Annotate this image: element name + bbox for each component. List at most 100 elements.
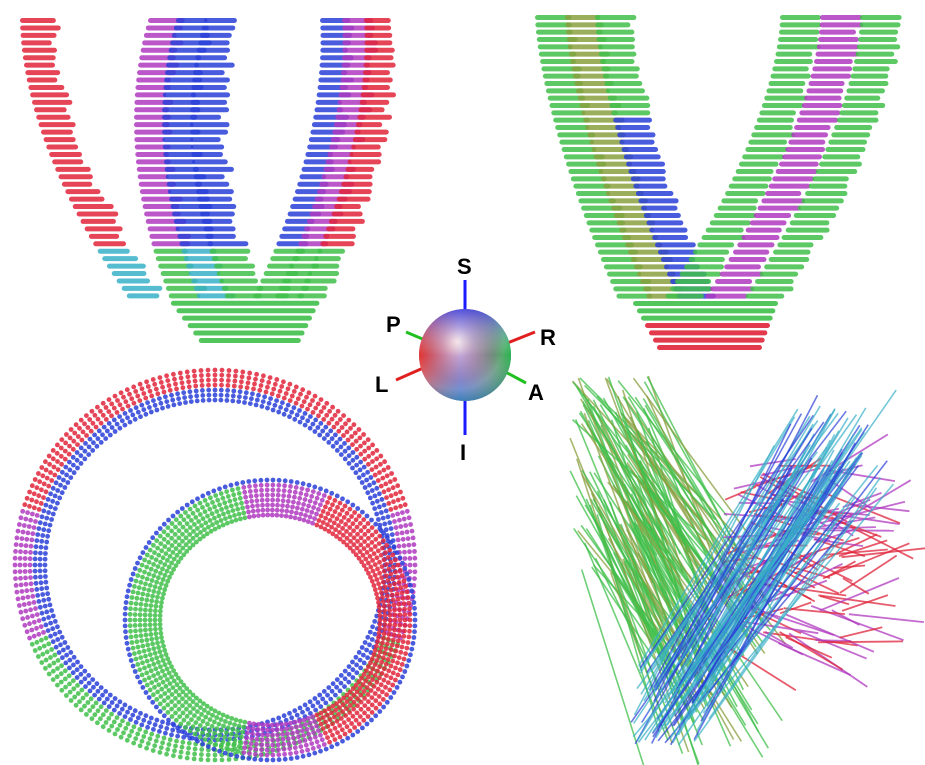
ring-glyph: [352, 430, 358, 436]
ring-glyph: [239, 379, 244, 385]
ring-glyph: [29, 497, 35, 503]
ring-glyph: [306, 390, 312, 396]
ellipsoid-glyph: [170, 300, 320, 306]
ring-glyph: [190, 699, 196, 705]
ring-glyph: [224, 505, 229, 510]
ring-glyph: [307, 498, 313, 504]
ring-glyph: [31, 633, 37, 639]
ellipsoid-glyph: [205, 233, 236, 239]
ring-glyph: [403, 523, 409, 528]
ring-glyph: [323, 700, 329, 706]
ring-glyph: [132, 669, 138, 674]
ring-glyph: [177, 714, 183, 719]
ring-glyph: [55, 637, 61, 642]
ring-glyph: [34, 639, 40, 645]
ring-glyph: [371, 480, 377, 486]
ring-glyph: [118, 734, 124, 740]
ring-glyph: [395, 483, 401, 489]
ring-glyph: [322, 708, 328, 714]
ring-glyph: [347, 710, 353, 715]
ellipsoid-glyph: [162, 114, 198, 120]
ring-glyph: [231, 388, 237, 394]
ring-glyph: [146, 587, 152, 593]
ring-glyph: [44, 515, 50, 521]
ring-glyph: [225, 378, 231, 383]
ring-glyph: [394, 531, 400, 537]
ring-glyph: [244, 385, 250, 391]
ring-glyph: [150, 377, 156, 382]
ring-glyph: [229, 716, 235, 721]
ellipsoid-glyph: [775, 169, 818, 174]
ring-glyph: [186, 384, 192, 390]
ring-glyph: [52, 619, 58, 624]
ring-glyph: [289, 725, 294, 731]
ring-glyph: [186, 514, 191, 519]
ring-glyph: [197, 512, 203, 517]
ring-glyph: [159, 548, 165, 554]
ring-glyph: [379, 671, 385, 676]
ring-glyph: [135, 662, 141, 667]
fiber-line: [622, 396, 762, 612]
ring-glyph: [396, 633, 402, 639]
ring-glyph: [166, 547, 172, 552]
ring-glyph: [212, 377, 218, 383]
ring-glyph: [372, 691, 378, 696]
ellipsoid-glyph: [608, 198, 649, 204]
ring-glyph: [390, 485, 396, 491]
ring-glyph: [362, 524, 367, 530]
ring-glyph: [325, 500, 330, 505]
ring-glyph: [402, 606, 407, 612]
ring-glyph: [270, 507, 275, 513]
fiber-line: [763, 631, 858, 647]
ring-glyph: [405, 640, 411, 645]
ring-glyph: [310, 410, 316, 415]
ring-glyph: [347, 506, 353, 512]
ring-glyph: [285, 386, 291, 392]
ring-glyph: [242, 489, 248, 495]
ellipsoid-glyph: [46, 144, 79, 150]
ellipsoid-glyph: [613, 213, 652, 218]
ring-glyph: [310, 398, 315, 403]
ellipsoid-glyph: [116, 278, 150, 284]
ring-glyph: [350, 675, 356, 680]
ring-glyph: [328, 428, 334, 434]
ring-glyph: [285, 731, 290, 737]
ring-glyph: [253, 376, 258, 382]
ring-glyph: [393, 586, 399, 592]
ring-glyph: [144, 379, 150, 385]
ring-glyph: [392, 612, 398, 618]
ring-glyph: [161, 698, 167, 704]
ellipsoid-glyph: [321, 174, 350, 180]
ring-glyph: [384, 535, 390, 541]
ring-glyph: [327, 495, 332, 501]
ring-glyph: [187, 710, 193, 715]
fiber-line: [648, 444, 811, 712]
ring-glyph: [274, 512, 280, 518]
ring-glyph: [300, 481, 306, 487]
ellipsoid-glyph: [299, 174, 327, 180]
ring-glyph: [246, 756, 252, 761]
ring-glyph: [336, 523, 341, 528]
ring-glyph: [313, 417, 319, 423]
ring-glyph: [370, 568, 376, 574]
ellipsoid-glyph: [134, 122, 170, 128]
ring-glyph: [197, 500, 203, 506]
ring-glyph: [346, 679, 352, 685]
ellipsoid-glyph: [561, 147, 597, 152]
ring-glyph: [270, 752, 276, 758]
ring-glyph: [366, 528, 371, 534]
ring-glyph: [365, 655, 370, 661]
ring-glyph: [297, 705, 303, 711]
ring-glyph: [144, 682, 150, 688]
ring-glyph: [155, 391, 161, 397]
fiber-line: [842, 577, 870, 595]
ring-glyph: [48, 620, 53, 626]
ring-glyph: [104, 696, 110, 702]
ring-glyph: [128, 408, 133, 413]
ring-glyph: [160, 566, 165, 572]
ring-glyph: [412, 629, 417, 635]
ring-glyph: [74, 457, 80, 463]
ring-glyph: [13, 583, 19, 588]
ring-glyph: [348, 425, 353, 431]
ellipsoid-glyph: [765, 191, 802, 196]
